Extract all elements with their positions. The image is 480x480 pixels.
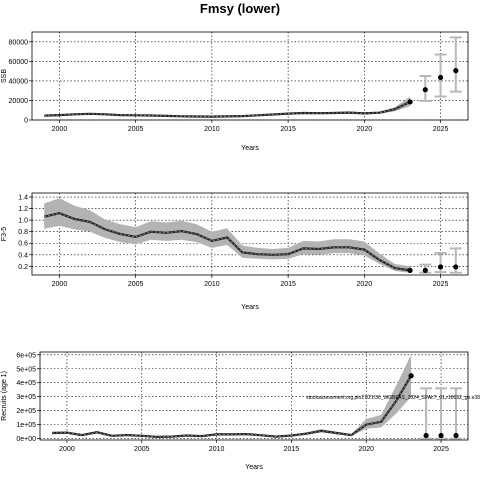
- y-tick-label: 60000: [9, 59, 29, 66]
- last-estimate-point: [408, 373, 414, 379]
- x-tick-label: 2015: [280, 126, 296, 133]
- estimate-line: [44, 100, 411, 118]
- y-tick-label: 5e+05: [16, 366, 36, 373]
- y-tick-label: 0.4: [18, 252, 28, 259]
- last-estimate-point: [407, 99, 413, 105]
- projection-point: [422, 267, 428, 273]
- panel-1: 2000 2005 2010 2015 2020 2025 0 20000 40000 60000…: [1, 31, 469, 152]
- x-tick-label: 2010: [209, 446, 225, 453]
- x-axis-label: Years: [241, 304, 259, 311]
- y-axis-label: SSB: [1, 69, 8, 83]
- x-axis-label: Years: [241, 145, 259, 152]
- page-title: Fmsy (lower): [200, 1, 280, 16]
- x-tick-label: 2015: [284, 446, 300, 453]
- y-tick-label: 0: [24, 118, 28, 125]
- y-tick-label: 80000: [9, 39, 29, 46]
- x-tick-label: 2015: [280, 281, 296, 288]
- estimate-line-dashes: [44, 101, 411, 118]
- estimate-line: [51, 375, 413, 439]
- y-tick-label: 1.0: [18, 218, 28, 225]
- x-tick-label: 2020: [357, 126, 373, 133]
- y-tick-label: 1.2: [18, 206, 28, 213]
- x-axis-label: Years: [245, 464, 263, 471]
- projection-point: [453, 68, 459, 74]
- x-tick-label: 2010: [204, 281, 220, 288]
- projection-point: [437, 74, 444, 81]
- x-tick-label: 2025: [433, 281, 449, 288]
- x-tick-label: 2005: [134, 446, 150, 453]
- y-tick-label: 6e+05: [16, 352, 36, 359]
- x-tick-label: 2025: [433, 446, 449, 453]
- projection-point: [437, 264, 444, 270]
- plot-frame: [39, 351, 469, 441]
- x-tick-label: 2025: [433, 126, 449, 133]
- y-tick-label: 40000: [9, 78, 29, 85]
- projection-point: [453, 432, 459, 439]
- panel-3: 2000 2005 2010 2015 2020 2025 0e+00 1e+05 2e+05 3…: [1, 351, 480, 471]
- x-tick-label: 2005: [128, 126, 144, 133]
- x-tick-label: 2000: [52, 281, 68, 288]
- x-tick-label: 2020: [358, 446, 374, 453]
- confidence-band: [44, 198, 411, 273]
- projection-point: [453, 264, 459, 270]
- x-tick-label: 2020: [357, 281, 373, 288]
- panel-2: 2000 2005 2010 2015 2020 2025 0.2 0.4 0.6 0.8 1.0 1…: [1, 192, 469, 311]
- x-tick-label: 2000: [52, 126, 68, 133]
- y-tick-label: 20000: [9, 98, 29, 105]
- y-tick-label: 0.8: [18, 229, 28, 236]
- last-estimate-point: [407, 267, 413, 273]
- y-tick-label: 2e+05: [16, 408, 36, 415]
- projection-point: [423, 432, 429, 439]
- y-tick-label: 4e+05: [16, 380, 36, 387]
- y-axis-label: Recruits (age 1): [1, 371, 8, 421]
- x-tick-label: 2000: [59, 446, 75, 453]
- y-tick-label: 1e+05: [16, 422, 36, 429]
- y-tick-label: 0.6: [18, 241, 28, 248]
- plot-frame: [31, 31, 469, 121]
- y-tick-label: 0.2: [18, 264, 28, 271]
- y-tick-label: 1.4: [18, 195, 28, 202]
- y-tick-label: 0e+00: [16, 436, 36, 443]
- x-tick-label: 2010: [204, 126, 220, 133]
- estimate-line-dashes: [44, 212, 411, 271]
- annotation-text: stockassessment.org,plo27/21/36_WGBFAS_2…: [306, 395, 480, 401]
- plot-frame: [31, 192, 469, 276]
- projection-point: [438, 432, 444, 439]
- y-tick-label: 3e+05: [16, 394, 36, 401]
- estimate-line-dashes: [51, 375, 412, 438]
- projection-point: [422, 87, 428, 93]
- y-axis-label: F3-5: [1, 227, 8, 242]
- x-tick-label: 2005: [128, 281, 144, 288]
